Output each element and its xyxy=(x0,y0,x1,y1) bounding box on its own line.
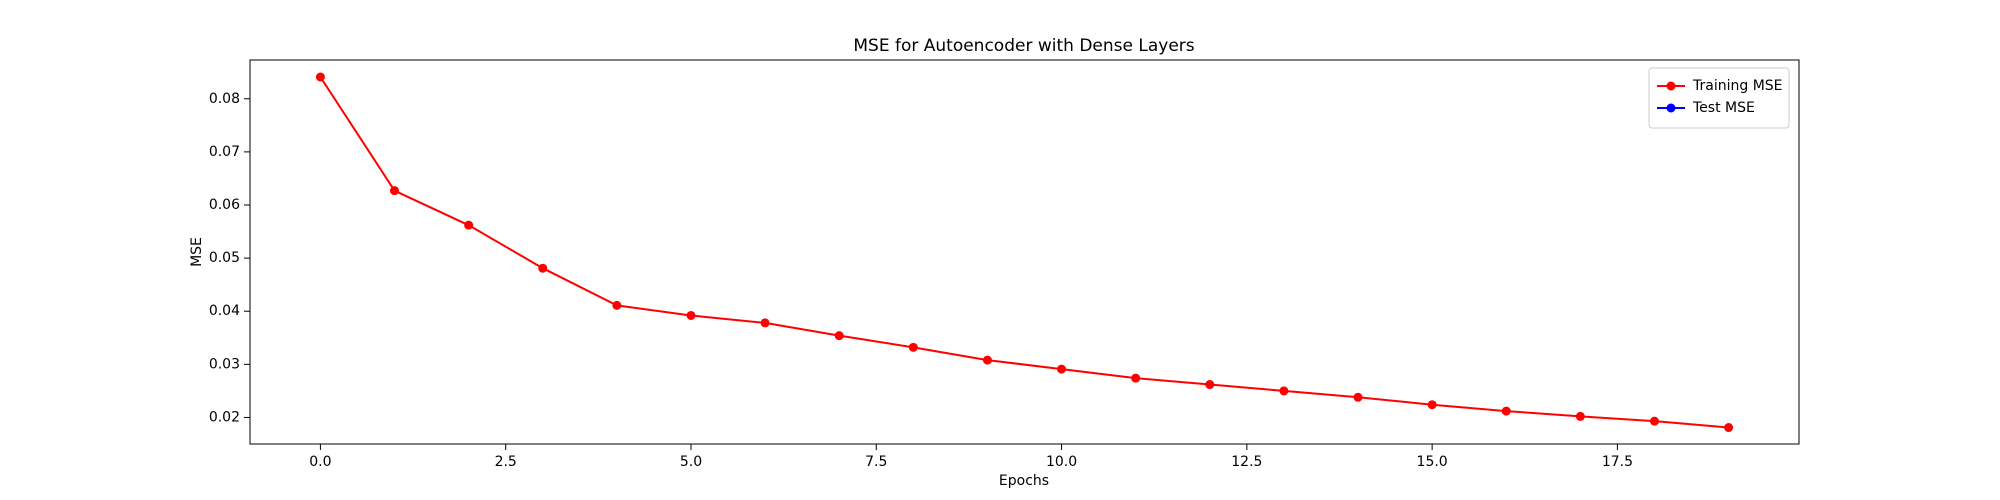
data-point xyxy=(464,220,474,230)
data-point xyxy=(760,318,770,328)
data-point xyxy=(982,355,992,365)
data-point xyxy=(538,263,548,273)
y-tick-label: 0.02 xyxy=(209,409,240,425)
y-tick-label: 0.08 xyxy=(209,91,240,107)
x-axis-label: Epochs xyxy=(999,473,1049,489)
x-tick-label: 12.5 xyxy=(1231,454,1262,470)
legend-marker xyxy=(1666,103,1676,113)
x-tick-label: 0.0 xyxy=(309,454,331,470)
plot-frame xyxy=(249,59,1800,445)
chart-title: MSE for Autoencoder with Dense Layers xyxy=(853,36,1194,56)
legend-label: Test MSE xyxy=(1692,100,1755,116)
data-point xyxy=(390,186,400,196)
y-axis-label: MSE xyxy=(189,237,205,267)
x-tick-label: 15.0 xyxy=(1417,454,1448,470)
y-tick-label: 0.04 xyxy=(209,303,240,319)
legend-box xyxy=(1648,67,1790,129)
data-point xyxy=(908,342,918,352)
data-point xyxy=(1649,416,1659,426)
data-point xyxy=(1724,423,1734,433)
data-point xyxy=(1205,380,1215,390)
data-point xyxy=(686,310,696,320)
data-point xyxy=(1279,386,1289,396)
legend-label: Training MSE xyxy=(1692,78,1783,94)
x-tick-label: 2.5 xyxy=(495,454,517,470)
data-point xyxy=(1353,392,1363,402)
y-tick-label: 0.06 xyxy=(209,197,240,213)
x-tick-label: 10.0 xyxy=(1046,454,1077,470)
data-point xyxy=(1427,400,1437,410)
data-point xyxy=(612,300,622,310)
data-point xyxy=(1501,406,1511,416)
data-point xyxy=(1057,364,1067,374)
x-tick-label: 7.5 xyxy=(865,454,887,470)
y-tick-label: 0.05 xyxy=(209,250,240,266)
x-tick-label: 5.0 xyxy=(680,454,702,470)
data-point xyxy=(315,72,325,82)
x-tick-label: 17.5 xyxy=(1602,454,1633,470)
series-line xyxy=(319,76,1729,429)
data-point xyxy=(1131,373,1141,383)
data-point xyxy=(834,331,844,341)
data-point xyxy=(1575,411,1585,421)
legend-marker xyxy=(1666,81,1676,91)
y-tick-label: 0.03 xyxy=(209,356,240,372)
y-tick-label: 0.07 xyxy=(209,144,240,160)
